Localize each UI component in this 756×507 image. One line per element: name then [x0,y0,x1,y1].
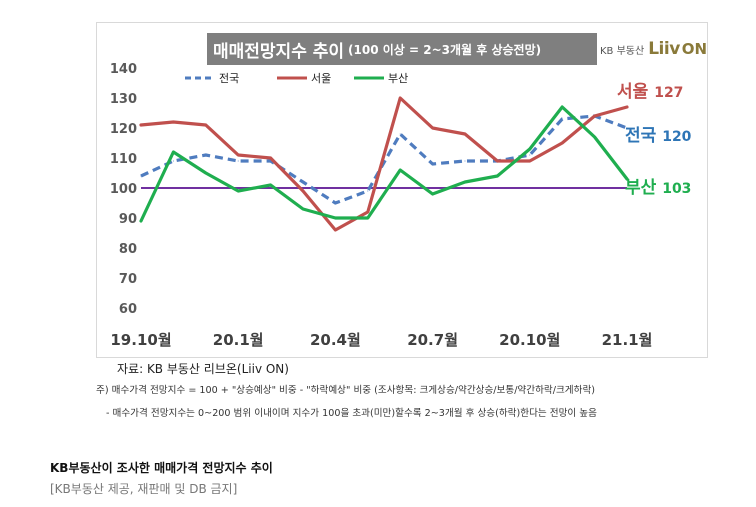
data-point-부산 [270,184,272,186]
data-point-서울 [529,160,531,162]
end-label-서울: 서울 127 [617,82,683,102]
brand-logo: KB 부동산 Liiv ON [600,36,707,62]
footnote-range: - 매수가격 전망지수는 0~200 범위 이내이며 지수가 100을 초과(미… [106,408,597,419]
y-tick-label: 120 [110,122,137,137]
legend-label-전국: 전국 [219,72,239,85]
data-point-전국 [626,127,628,129]
data-point-부산 [432,193,434,195]
data-point-전국 [464,160,466,162]
data-point-부산 [172,151,174,153]
data-point-전국 [205,154,207,156]
data-point-전국 [334,202,336,204]
x-tick-label: 19.10월 [110,331,171,349]
legend-label-부산: 부산 [388,72,408,85]
y-tick-label: 60 [119,302,137,317]
data-point-전국 [367,190,369,192]
data-point-전국 [172,160,174,162]
data-point-부산 [302,208,304,210]
data-point-전국 [561,118,563,120]
data-point-부산 [205,172,207,174]
y-tick-label: 90 [119,212,137,227]
data-point-부산 [140,220,142,222]
y-tick-label: 80 [119,242,137,257]
data-point-전국 [237,160,239,162]
series-line-전국 [140,114,628,205]
data-point-부산 [367,217,369,219]
data-point-부산 [399,169,401,171]
brand-liiv-logo: Liiv [648,39,680,59]
y-tick-label: 70 [119,272,137,287]
data-point-부산 [334,217,336,219]
footnote-definition: 주) 매수가격 전망지수 = 100 + "상승예상" 비중 - "하락예상" … [96,385,596,396]
data-point-부산 [529,148,531,150]
data-point-전국 [270,160,272,162]
x-tick-label: 21.1월 [602,331,653,349]
data-point-전국 [432,163,434,165]
x-tick-label: 20.7월 [407,331,458,349]
data-point-부산 [496,175,498,177]
end-label-전국: 전국 120 [625,126,692,146]
data-point-서울 [270,157,272,159]
data-point-전국 [529,154,531,156]
y-tick-label: 130 [110,92,137,107]
series-line-부산 [139,105,629,223]
data-point-서울 [237,154,239,156]
y-tick-label: 110 [110,152,137,167]
series-line-서울 [139,96,629,232]
data-point-서울 [172,121,174,123]
end-label-부산: 부산 103 [625,178,691,198]
chart-frame: 140 130 120 110 100 90 80 70 60 19.10월 20.1월 20.4월… [96,22,708,358]
data-point-서울 [205,124,207,126]
data-point-서울 [464,133,466,135]
x-tick-label: 20.10월 [499,331,560,349]
data-point-서울 [626,106,628,108]
data-point-부산 [464,181,466,183]
y-tick-label: 140 [110,62,137,77]
brand-on-logo: ON [681,40,708,58]
legend-label-서울: 서울 [311,72,331,85]
source-note: 자료: KB 부동산 리브온(Liiv ON) [117,362,289,376]
data-point-부산 [237,190,239,192]
line-chart: 140 130 120 110 100 90 80 70 60 19.10월 20.1월 20.4월… [110,62,692,349]
data-point-서울 [140,124,142,126]
data-point-서울 [367,211,369,213]
data-point-전국 [140,175,142,177]
data-point-부산 [594,136,596,138]
data-point-서울 [496,160,498,162]
data-point-서울 [334,229,336,231]
chart-subtitle: (100 이상 = 2~3개월 후 상승전망) [348,42,542,57]
caption-credit: [KB부동산 제공, 재판매 및 DB 금지] [50,482,238,496]
data-point-서울 [399,97,401,99]
data-point-부산 [626,178,628,180]
data-point-부산 [561,106,563,108]
caption-title: KB부동산이 조사한 매매가격 전망지수 추이 [50,461,273,475]
data-point-서울 [594,115,596,117]
data-point-전국 [302,181,304,183]
x-tick-label: 20.4월 [310,331,361,349]
chart-title-box: 매매전망지수 추이 (100 이상 = 2~3개월 후 상승전망) [207,33,597,65]
data-point-서울 [302,190,304,192]
y-tick-label: 100 [110,182,137,197]
x-tick-label: 20.1월 [213,331,264,349]
brand-kb-text: KB 부동산 [600,45,645,57]
data-point-전국 [399,133,401,135]
chart-title: 매매전망지수 추이 [213,41,345,62]
data-point-서울 [432,127,434,129]
data-point-서울 [561,142,563,144]
